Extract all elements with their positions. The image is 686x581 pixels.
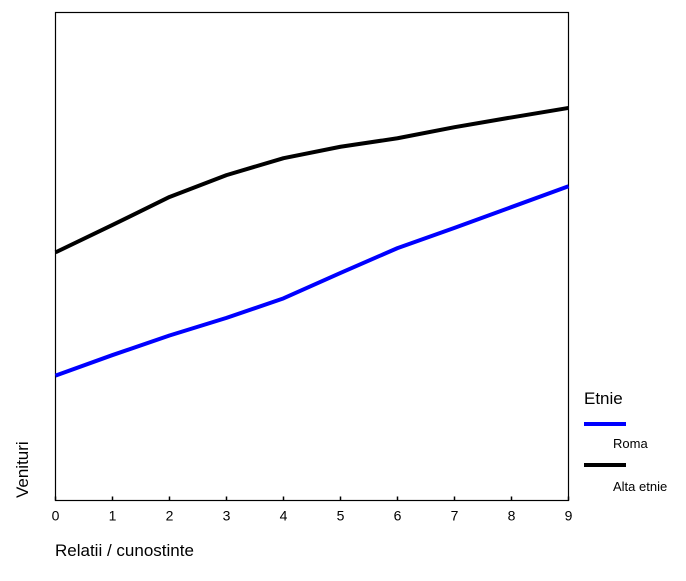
y-axis-title: Venituri [13, 441, 32, 498]
x-tick-label-1: 1 [109, 508, 117, 524]
legend-title: Etnie [584, 389, 623, 408]
x-tick-label-8: 8 [508, 508, 516, 524]
x-tick-label-2: 2 [166, 508, 174, 524]
x-tick-label-3: 3 [223, 508, 231, 524]
x-axis-tick-labels: 0 1 2 3 4 5 6 7 8 9 [52, 508, 573, 524]
series-lines [54, 105, 570, 378]
x-tick-label-6: 6 [394, 508, 402, 524]
x-tick-label-4: 4 [280, 508, 288, 524]
series-line-roma [54, 184, 570, 378]
x-tick-label-7: 7 [451, 508, 459, 524]
legend: Roma Alta etnie [584, 422, 667, 494]
legend-label-roma: Roma [613, 436, 648, 451]
series-line-alta-etnie [54, 105, 569, 255]
x-axis-title: Relatii / cunostinte [55, 541, 194, 560]
x-axis-ticks [54, 496, 570, 501]
x-tick-label-5: 5 [337, 508, 345, 524]
plot-frame [54, 11, 570, 502]
x-tick-label-0: 0 [52, 508, 60, 524]
legend-label-alta-etnie: Alta etnie [613, 479, 667, 494]
x-tick-label-9: 9 [565, 508, 573, 524]
